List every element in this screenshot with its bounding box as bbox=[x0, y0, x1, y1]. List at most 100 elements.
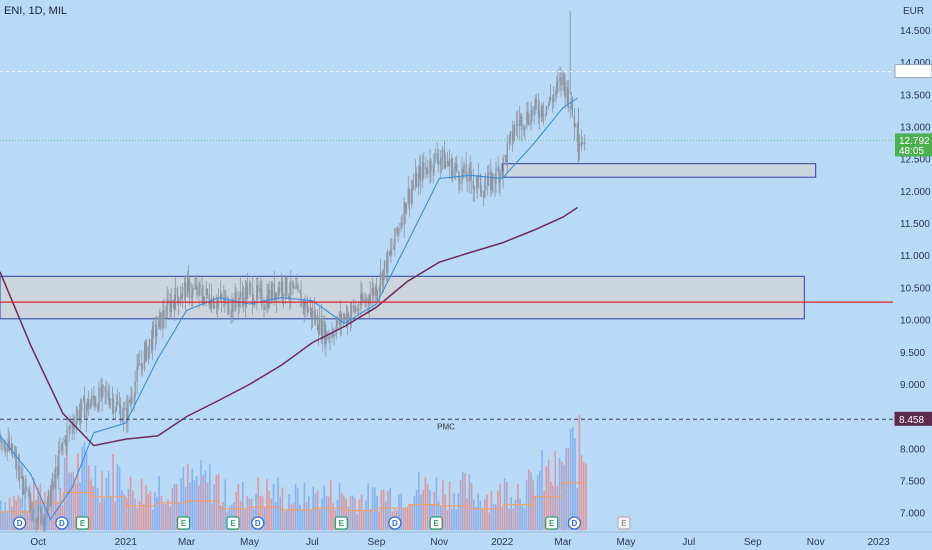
candle-body bbox=[133, 397, 134, 399]
candle-body bbox=[572, 98, 573, 116]
volume-bar bbox=[374, 487, 376, 530]
support-resistance-zone[interactable] bbox=[502, 164, 816, 178]
candle-body bbox=[272, 283, 273, 299]
candle-body bbox=[230, 312, 231, 313]
candle-body bbox=[550, 97, 551, 99]
candle-body bbox=[142, 363, 143, 369]
candle-body bbox=[488, 172, 489, 175]
volume-bar bbox=[378, 512, 380, 531]
volume-bar bbox=[568, 448, 570, 530]
time-tick-label: May bbox=[240, 537, 259, 548]
candle-body bbox=[32, 511, 33, 520]
candle-body bbox=[507, 144, 508, 162]
candle-body bbox=[33, 520, 34, 521]
volume-bar bbox=[174, 484, 176, 530]
candle-body bbox=[185, 283, 186, 298]
candle-body bbox=[59, 451, 60, 452]
candle-body bbox=[106, 391, 107, 392]
candle-body bbox=[373, 288, 374, 296]
support-resistance-zone[interactable] bbox=[0, 276, 804, 319]
volume-bar bbox=[306, 503, 308, 530]
candle-body bbox=[225, 297, 226, 298]
candle-body bbox=[40, 505, 41, 509]
candle-body bbox=[456, 164, 457, 172]
candle-body bbox=[480, 175, 481, 191]
volume-bar bbox=[409, 505, 411, 531]
volume-bar bbox=[444, 495, 446, 531]
volume-bar bbox=[216, 475, 218, 530]
time-axis-panel[interactable] bbox=[0, 532, 932, 550]
candle-body bbox=[367, 298, 368, 302]
volume-bar bbox=[517, 484, 519, 530]
volume-bar bbox=[198, 485, 200, 530]
volume-bar bbox=[539, 471, 541, 530]
volume-bar bbox=[585, 464, 587, 530]
volume-bar bbox=[106, 478, 108, 530]
volume-bar bbox=[99, 502, 101, 530]
candle-body bbox=[430, 161, 431, 171]
volume-bar bbox=[480, 501, 482, 530]
time-tick-label: Sep bbox=[368, 537, 386, 548]
candle-body bbox=[351, 305, 352, 314]
candle-body bbox=[570, 107, 571, 108]
volume-bar bbox=[330, 481, 332, 531]
volume-bar bbox=[191, 469, 193, 530]
event-marker-label: D bbox=[392, 519, 398, 528]
candle-body bbox=[165, 317, 166, 318]
time-tick-label: Oct bbox=[30, 537, 46, 548]
candle-body bbox=[391, 250, 392, 251]
candle-body bbox=[564, 83, 565, 98]
candle-body bbox=[350, 314, 351, 321]
volume-bar bbox=[266, 479, 268, 530]
volume-bar bbox=[165, 504, 167, 530]
candle-body bbox=[509, 137, 510, 144]
candle-body bbox=[28, 490, 29, 497]
candle-body bbox=[66, 430, 67, 446]
event-marker-label: E bbox=[181, 519, 187, 528]
candle-body bbox=[191, 296, 192, 298]
volume-bar bbox=[493, 504, 495, 530]
candle-body bbox=[398, 229, 399, 230]
volume-bar bbox=[464, 473, 466, 530]
volume-bar bbox=[152, 510, 154, 530]
candle-body bbox=[123, 409, 124, 418]
volume-bar bbox=[499, 484, 501, 531]
candle-body bbox=[387, 252, 388, 273]
volume-bar bbox=[301, 509, 303, 530]
volume-bar bbox=[249, 499, 251, 530]
candle-body bbox=[459, 181, 460, 183]
candle-body bbox=[180, 299, 181, 303]
volume-bar bbox=[502, 508, 504, 530]
candle-body bbox=[139, 364, 140, 366]
volume-bar bbox=[167, 499, 169, 530]
volume-bar bbox=[196, 476, 198, 530]
volume-bar bbox=[381, 490, 383, 530]
volume-bar bbox=[482, 510, 484, 531]
candle-body bbox=[563, 73, 564, 83]
candle-body bbox=[131, 398, 132, 399]
volume-bar bbox=[128, 489, 130, 530]
candle-body bbox=[182, 287, 183, 297]
candle-body bbox=[181, 297, 182, 300]
volume-bar bbox=[154, 492, 156, 530]
volume-bar bbox=[286, 509, 288, 530]
candle-body bbox=[463, 164, 464, 173]
candle-body bbox=[514, 124, 515, 135]
candle-body bbox=[23, 479, 24, 495]
volume-bar bbox=[418, 472, 420, 530]
volume-bar bbox=[299, 505, 301, 530]
candle-body bbox=[449, 159, 450, 166]
volume-bar bbox=[475, 507, 477, 530]
volume-bar bbox=[200, 460, 202, 530]
candle-body bbox=[257, 285, 258, 291]
volume-bar bbox=[310, 510, 312, 530]
interval-label: 1D bbox=[28, 5, 42, 17]
candle-body bbox=[81, 400, 82, 412]
volume-bar bbox=[295, 484, 297, 530]
candle-body bbox=[283, 294, 284, 296]
volume-bar bbox=[328, 497, 330, 531]
volume-bar bbox=[114, 501, 116, 530]
volume-bar bbox=[143, 504, 145, 530]
